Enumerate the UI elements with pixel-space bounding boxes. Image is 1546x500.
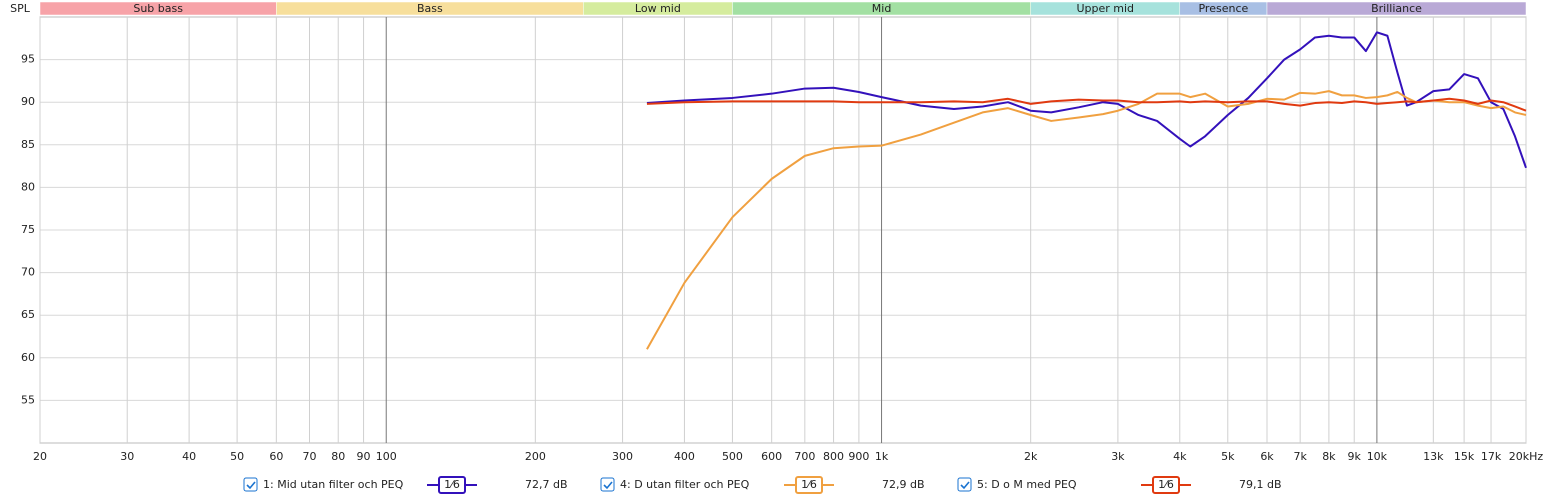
x-tick-label: 4k <box>1173 450 1187 463</box>
x-tick-label: 50 <box>230 450 244 463</box>
band-label: Brilliance <box>1371 2 1422 15</box>
checkmark <box>603 481 613 490</box>
x-tick-label: 13k <box>1423 450 1444 463</box>
x-tick-label: 40 <box>182 450 196 463</box>
x-tick-label: 800 <box>823 450 844 463</box>
x-tick-label: 2k <box>1024 450 1038 463</box>
checkmark <box>960 481 970 490</box>
x-tick-label: 900 <box>848 450 869 463</box>
x-tick-label: 3k <box>1111 450 1125 463</box>
y-tick-label: 85 <box>21 138 35 151</box>
x-tick-label: 15k <box>1454 450 1475 463</box>
y-axis-label: SPL <box>10 2 31 15</box>
band-label: Bass <box>417 2 443 15</box>
band-label: Low mid <box>635 2 681 15</box>
smoothing-box <box>1152 476 1180 494</box>
x-tick-label: 700 <box>794 450 815 463</box>
y-tick-label: 75 <box>21 223 35 236</box>
x-tick-label: 5k <box>1221 450 1235 463</box>
y-tick-label: 65 <box>21 308 35 321</box>
legend-level: 72,9 dB <box>882 478 925 491</box>
x-tick-label: 100 <box>376 450 397 463</box>
x-tick-label: 30 <box>120 450 134 463</box>
smoothing-box <box>438 476 466 494</box>
legend-entry: 5: D o M med PEQ 1⁄6 79,1 dB <box>957 476 1282 494</box>
band-label: Mid <box>872 2 892 15</box>
x-tick-label: 70 <box>302 450 316 463</box>
smoothing-label: 1⁄6 <box>1158 478 1174 491</box>
checkmark <box>246 481 256 490</box>
x-tick-label: 20kHz <box>1509 450 1544 463</box>
y-tick-label: 80 <box>21 180 35 193</box>
legend-checkbox <box>243 477 258 492</box>
x-tick-label: 400 <box>674 450 695 463</box>
smoothing-label: 1⁄6 <box>444 478 460 491</box>
x-tick-label: 1k <box>875 450 889 463</box>
x-tick-label: 300 <box>612 450 633 463</box>
smoothing-box <box>795 476 823 494</box>
legend-label: 4: D utan filter och PEQ <box>620 478 750 491</box>
legend-label: 1: Mid utan filter och PEQ <box>263 478 404 491</box>
band-label: Upper mid <box>1076 2 1134 15</box>
smoothing-label: 1⁄6 <box>801 478 817 491</box>
x-tick-label: 600 <box>761 450 782 463</box>
legend-level: 72,7 dB <box>525 478 568 491</box>
x-tick-label: 20 <box>33 450 47 463</box>
x-tick-label: 90 <box>357 450 371 463</box>
legend-checkbox <box>600 477 615 492</box>
x-tick-label: 10k <box>1367 450 1388 463</box>
x-tick-label: 17k <box>1481 450 1502 463</box>
legend-level: 79,1 dB <box>1239 478 1282 491</box>
x-tick-label: 200 <box>525 450 546 463</box>
band-label: Sub bass <box>133 2 183 15</box>
y-tick-label: 60 <box>21 351 35 364</box>
y-tick-label: 55 <box>21 393 35 406</box>
legend-checkbox <box>957 477 972 492</box>
x-tick-label: 80 <box>331 450 345 463</box>
series-line <box>646 31 1527 169</box>
y-tick-label: 95 <box>21 53 35 66</box>
band-label: Presence <box>1198 2 1248 15</box>
x-tick-label: 500 <box>722 450 743 463</box>
x-tick-label: 60 <box>269 450 283 463</box>
legend-entry: 4: D utan filter och PEQ 1⁄6 72,9 dB <box>600 476 925 494</box>
x-tick-label: 8k <box>1322 450 1336 463</box>
legend-entry: 1: Mid utan filter och PEQ 1⁄6 72,7 dB <box>243 476 568 494</box>
x-tick-label: 9k <box>1348 450 1362 463</box>
series-line <box>646 97 1527 112</box>
band <box>1266 1 1527 16</box>
x-tick-label: 7k <box>1293 450 1307 463</box>
y-tick-label: 70 <box>21 266 35 279</box>
legend-label: 5: D o M med PEQ <box>977 478 1077 491</box>
y-tick-label: 90 <box>21 95 35 108</box>
x-tick-label: 6k <box>1260 450 1274 463</box>
